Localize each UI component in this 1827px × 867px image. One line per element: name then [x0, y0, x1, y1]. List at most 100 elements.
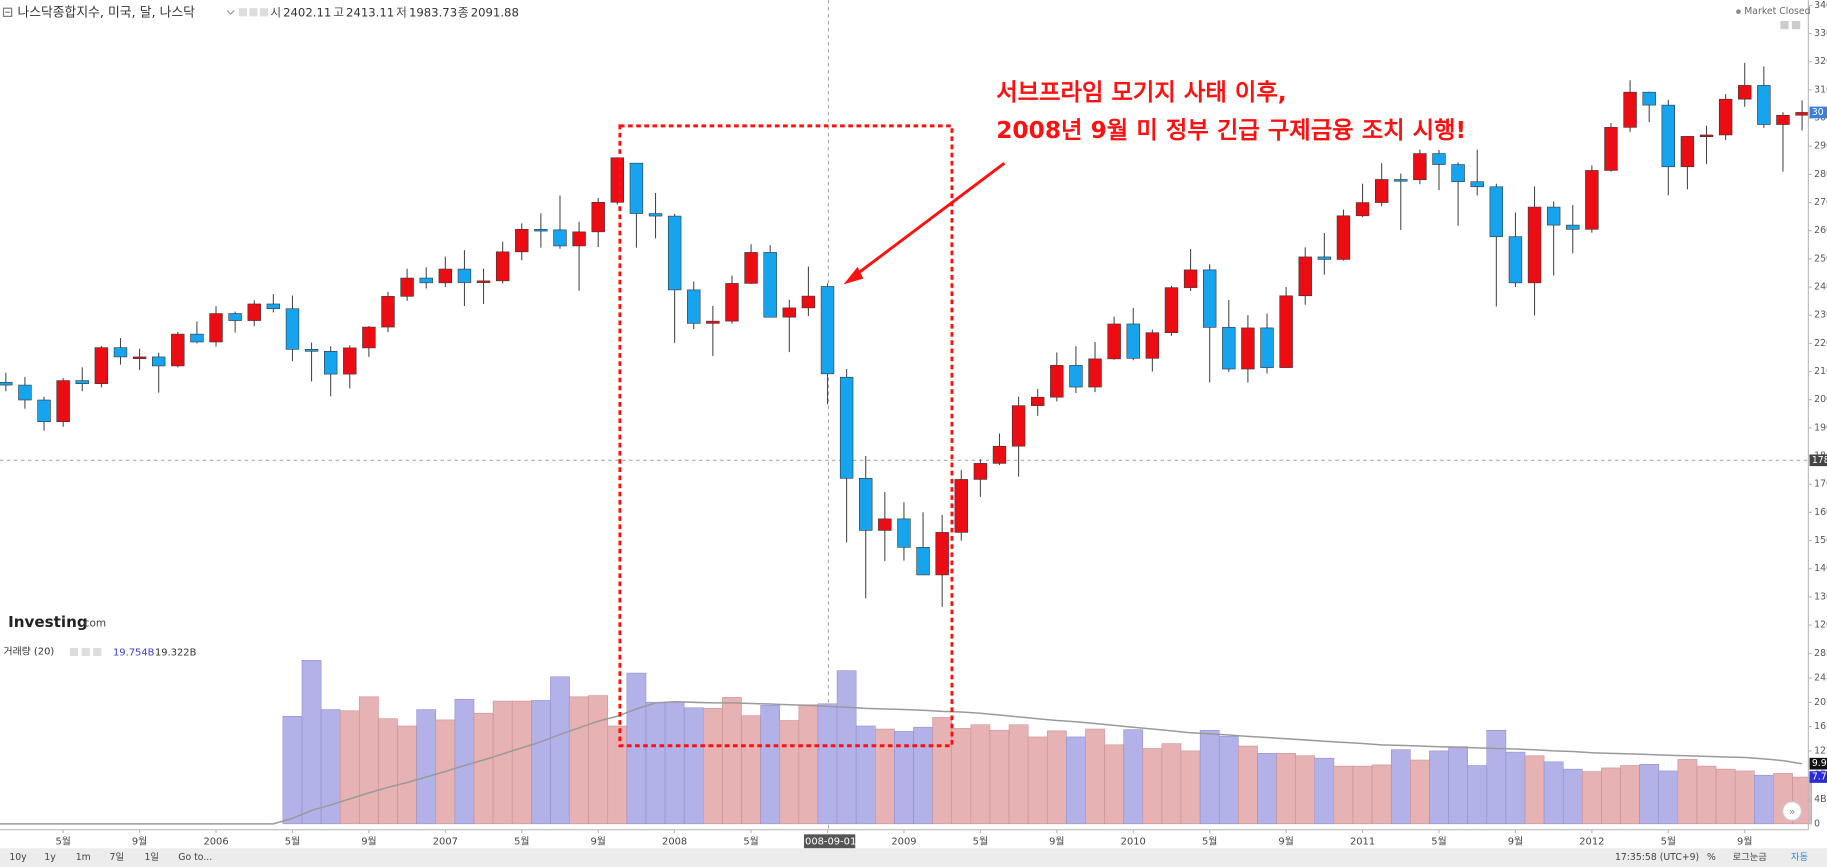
- volume-bar: [1467, 765, 1488, 825]
- candle-body: [782, 307, 796, 318]
- settings-icon[interactable]: [69, 647, 79, 657]
- candle-body: [1374, 179, 1389, 203]
- candle-body: [381, 296, 395, 328]
- y-tick-label: 2600: [1814, 225, 1827, 236]
- candle-body: [1317, 256, 1332, 260]
- annotation-text: 서브프라임 모기지 사태 이후,: [996, 79, 1286, 106]
- candle-body: [648, 213, 663, 217]
- volume-bar: [1199, 729, 1220, 825]
- y-tick-label: 1700: [1814, 479, 1827, 490]
- volume-bar: [588, 695, 609, 825]
- candle-body: [839, 376, 854, 479]
- candle-body: [1642, 91, 1656, 106]
- candle-body: [1107, 323, 1121, 360]
- candle-body: [1623, 91, 1637, 128]
- volume-bar: [531, 700, 551, 825]
- y-tick-label: 3400: [1814, 0, 1827, 11]
- collapse-icon[interactable]: [2, 7, 13, 17]
- candle-body: [228, 313, 242, 321]
- volume-bar: [989, 729, 1010, 825]
- x-tick-label: 2010: [1121, 836, 1146, 847]
- settings-icon[interactable]: [238, 8, 248, 17]
- ohlc-value: 1983.73: [409, 5, 457, 19]
- candle-body: [897, 518, 911, 548]
- candle-body: [1738, 85, 1752, 100]
- candle-body: [1069, 365, 1083, 388]
- candle-body: [706, 320, 720, 324]
- candle-body: [534, 229, 548, 232]
- candle-body: [1508, 236, 1523, 284]
- instrument-title: 나스닥종합지수, 미국, 달, 나스닥: [17, 5, 195, 20]
- volume-bar: [1715, 768, 1736, 825]
- log-toggle[interactable]: 로그눈금: [1733, 852, 1768, 863]
- scroll-button[interactable]: [1782, 801, 1802, 821]
- settings-icon[interactable]: [93, 647, 102, 657]
- volume-bar: [550, 676, 570, 825]
- volume-bar: [416, 709, 437, 825]
- toolbar-button[interactable]: 1y: [44, 852, 56, 863]
- toolbar-button[interactable]: 7일: [110, 852, 125, 863]
- candle-body: [763, 252, 777, 318]
- x-tick-label: 5월: [743, 835, 758, 847]
- settings-icon[interactable]: [249, 8, 258, 17]
- x-tick-label: 5월: [285, 835, 300, 847]
- x-tick-label: 2006: [203, 836, 228, 847]
- y-tick-label: 2300: [1814, 310, 1827, 321]
- candle-body: [1355, 202, 1370, 217]
- volume-bar: [932, 717, 953, 825]
- candle-body: [1260, 327, 1274, 368]
- candle-body: [1470, 181, 1484, 188]
- candle-body: [1202, 269, 1217, 328]
- toolbar-button[interactable]: 1m: [76, 852, 91, 863]
- x-tick-label: 9월: [590, 835, 605, 847]
- ohlc-value: 2402.11: [283, 5, 331, 19]
- y-tick-label: 1600: [1814, 507, 1827, 518]
- y-tick-label: 3300: [1814, 28, 1827, 39]
- candle-body: [935, 532, 949, 576]
- toolbar-button[interactable]: 10y: [9, 852, 27, 863]
- y2-tick-label: 16B: [1814, 721, 1827, 732]
- volume-bar: [779, 720, 800, 825]
- dropdown-icon[interactable]: [226, 10, 235, 15]
- volume-bar: [359, 696, 379, 825]
- y-tick-label: 3200: [1814, 56, 1827, 67]
- volume-bar: [1046, 730, 1067, 825]
- candle-body: [419, 277, 433, 284]
- toolbar-button[interactable]: Go to...: [178, 852, 212, 863]
- toolbar-button[interactable]: 1일: [144, 852, 159, 863]
- volume-bar: [282, 715, 303, 825]
- volume-bar: [1505, 751, 1526, 825]
- candle-body: [1394, 179, 1408, 182]
- candle-body: [0, 381, 13, 386]
- y-tick-label: 1900: [1814, 422, 1827, 433]
- auto-toggle[interactable]: 자동: [1791, 852, 1809, 863]
- status-dot: [1736, 9, 1741, 15]
- settings-icon[interactable]: [259, 8, 268, 17]
- volume-bar: [1410, 759, 1430, 825]
- candle-body: [916, 547, 930, 576]
- candle-body: [1527, 206, 1542, 284]
- zoom-icon[interactable]: [1780, 21, 1789, 30]
- percent-toggle[interactable]: %: [1707, 852, 1716, 863]
- x-tick-label: 5월: [1202, 835, 1217, 847]
- volume-bar: [1620, 765, 1640, 825]
- y-tick-label: 1500: [1814, 535, 1827, 546]
- x-tick-label: 9월: [1049, 835, 1064, 847]
- volume-bar: [1123, 729, 1144, 825]
- y-tick-label: 2900: [1814, 141, 1827, 152]
- volume-bar: [855, 725, 876, 825]
- candle-body: [629, 162, 644, 214]
- candle-body: [285, 308, 300, 350]
- y-tick-label: 3100: [1814, 84, 1827, 95]
- settings-icon[interactable]: [81, 647, 90, 657]
- zoom-icon[interactable]: [1792, 21, 1801, 30]
- toolbar-items: 10y 1y 1m 7일 1일 Go to... 17:35:58 (UTC+9)% 로그눈금…: [9, 852, 1808, 863]
- x-tick-label: 2011: [1350, 836, 1375, 847]
- volume-bar: [798, 704, 819, 825]
- candle-body: [591, 201, 605, 233]
- candle-body: [75, 380, 89, 384]
- x-tick-label: 9월: [361, 835, 376, 847]
